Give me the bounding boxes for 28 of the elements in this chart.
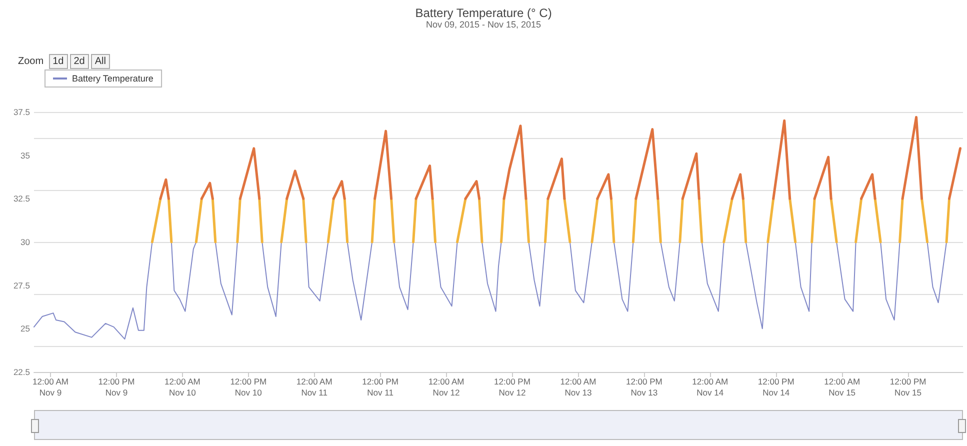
text: 2d (70, 54, 89, 69)
x-tick-label: 12:00 AM Nov 15 (824, 376, 860, 398)
x-tick-label: 12:00 AM Nov 12 (428, 376, 464, 398)
y-tick-label: 22.5 (13, 367, 30, 377)
y-tick-label: 25 (20, 324, 30, 334)
text: All (90, 54, 110, 69)
x-tick-label: 12:00 PM Nov 9 (98, 376, 135, 398)
y-tick-label: 37.5 (13, 107, 30, 117)
x-tick-label: 12:00 PM Nov 13 (626, 376, 662, 398)
x-tick-label: 12:00 PM Nov 10 (230, 376, 267, 398)
x-tick-label: 12:00 PM Nov 12 (494, 376, 530, 398)
y-tick-label: 32.5 (13, 194, 30, 204)
x-tick-label: 12:00 AM Nov 9 (32, 376, 68, 398)
x-tick-label: 12:00 AM Nov 14 (692, 376, 728, 398)
x-tick-label: 12:00 PM Nov 11 (362, 376, 399, 398)
chart-title: Battery Temperature (° C) (415, 6, 552, 20)
chart-subtitle: Nov 09, 2015 - Nov 15, 2015 (426, 20, 542, 30)
y-tick-label: 27.5 (13, 280, 30, 290)
y-tick-label: 35 (20, 150, 30, 160)
x-tick-label: 12:00 AM Nov 11 (296, 376, 332, 398)
x-tick-label: 12:00 AM Nov 13 (560, 376, 596, 398)
x-tick-label: 12:00 PM Nov 14 (758, 376, 794, 398)
text: Zoom (18, 56, 44, 67)
x-tick-label: 12:00 PM Nov 15 (890, 376, 926, 398)
y-tick-label: 30 (20, 237, 30, 247)
x-tick-label: 12:00 AM Nov 10 (164, 376, 200, 398)
text: 1d (48, 54, 68, 69)
legend-label: Battery Temperature (72, 74, 154, 84)
